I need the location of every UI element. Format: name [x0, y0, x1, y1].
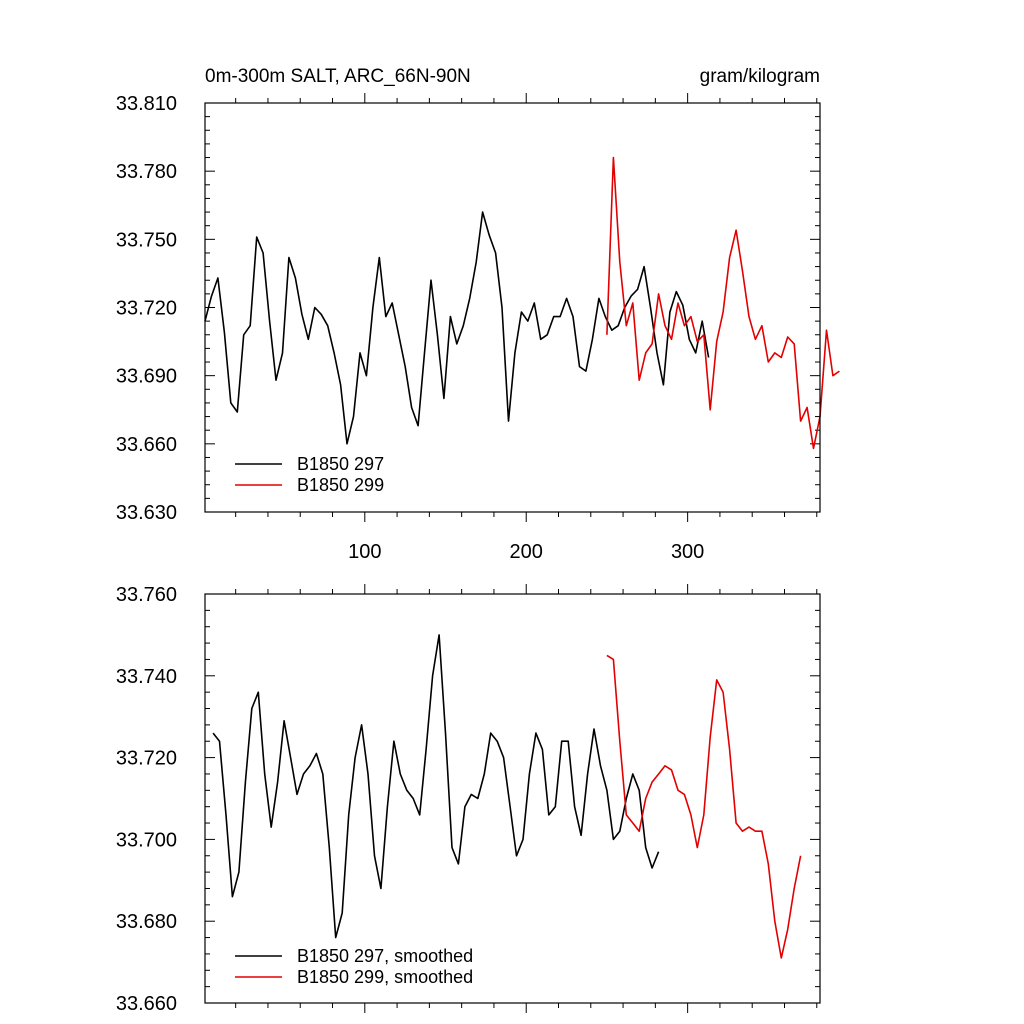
legend-label: B1850 297	[297, 454, 384, 474]
chart-title: 0m-300m SALT, ARC_66N-90N	[205, 66, 471, 87]
x-tick-label: 300	[671, 541, 704, 563]
bottom-plot-frame	[204, 593, 821, 1004]
x-tick-label: 100	[348, 541, 381, 563]
bottom-y-tick-labels: 33.660 33.680 33.700 33.720 33.740 33.760	[116, 584, 177, 1015]
y-tick-label: 33.690	[116, 366, 177, 388]
y-tick-label: 33.760	[116, 584, 177, 606]
top-series	[204, 156, 840, 450]
series-line-2	[606, 654, 802, 959]
top-y-tick-labels: 33.630 33.660 33.690 33.720 33.750 33.780 33.8…	[116, 93, 177, 524]
top-plot-frame	[204, 102, 821, 513]
y-tick-label: 33.680	[116, 911, 177, 933]
y-tick-label: 33.740	[116, 666, 177, 688]
units-label: gram/kilogram	[700, 66, 820, 87]
x-tick-label: 200	[510, 541, 543, 563]
y-tick-label: 33.810	[116, 93, 177, 115]
legend-label: B1850 299, smoothed	[297, 967, 473, 987]
series-line-1	[212, 634, 660, 939]
y-tick-label: 33.720	[116, 298, 177, 320]
y-tick-label: 33.720	[116, 748, 177, 770]
y-tick-label: 33.750	[116, 229, 177, 251]
top-x-tick-labels: 100 200 300	[348, 541, 704, 563]
y-tick-label: 33.660	[116, 434, 177, 456]
y-tick-label: 33.630	[116, 502, 177, 524]
legend-label: B1850 299	[297, 475, 384, 495]
series-line-2	[606, 156, 840, 450]
salinity-panel-raw: 0m-300m SALT, ARC_66N-90N gram/kilogram …	[116, 66, 840, 563]
legend-label: B1850 297, smoothed	[297, 946, 473, 966]
salinity-panel-smoothed: 33.660 33.680 33.700 33.720 33.740 33.760 B18…	[116, 584, 821, 1015]
y-tick-label: 33.780	[116, 161, 177, 183]
bottom-series	[212, 634, 802, 959]
series-line-1	[204, 211, 710, 445]
y-tick-label: 33.660	[116, 993, 177, 1015]
y-tick-label: 33.700	[116, 829, 177, 851]
